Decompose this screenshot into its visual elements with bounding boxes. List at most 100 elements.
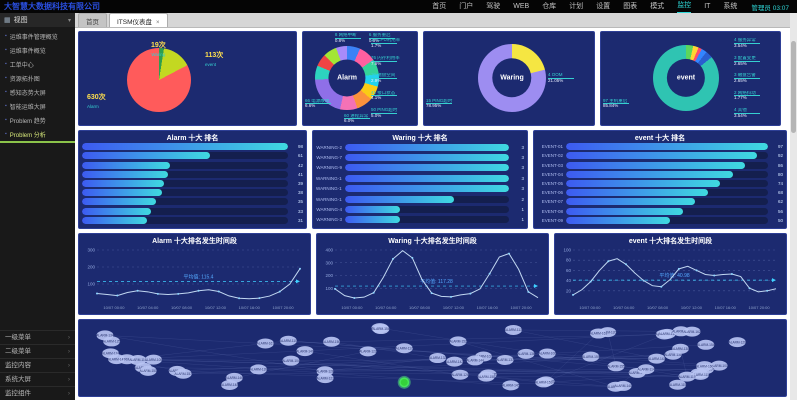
top-menu-item[interactable]: 门户 [459, 3, 474, 10]
donut-callout: 4 OOM 21.05% [548, 73, 592, 83]
pie-label-waring: 19次 Waring [151, 42, 166, 58]
user-badge[interactable]: 管理员 03:07 [751, 4, 789, 12]
sidebar-item-label: 资源拓扑图 [9, 76, 40, 83]
event-bar-chart: EVENT-01 97 EVENT-02 92 EVENT-03 86 EVENT-04 80… [537, 142, 783, 225]
callout-text: 60 进程异常 [344, 113, 369, 118]
sidebar-group[interactable]: 监控内容 › [0, 358, 75, 372]
bar-value: 1 [521, 217, 524, 223]
callout-percent: 4.1% [371, 95, 397, 101]
donut-callout: 60 进程异常 6.0% [344, 113, 371, 124]
top-menu-item[interactable]: IT [704, 3, 711, 10]
alarm-line-chart: 300 200 100 平均值: 115.4 10/07 00:00 10/07 04:0… [81, 245, 308, 312]
bar-value: 50 [777, 217, 783, 223]
alarm-donut: Alarm [315, 46, 379, 110]
callout-text: 8 网络中断 [334, 33, 357, 37]
callout-percent: 3.54% [734, 112, 760, 119]
sidebar-item[interactable]: ▪ 智能运维大屏 [0, 99, 75, 113]
bar-row: WARNING-15 3 [316, 174, 524, 182]
callouts-right: 4 服务异常 3.54% 3 配置变更 2.65% 3 磁盘告警 2.65% 2 网络抖动 1… [734, 35, 778, 122]
bar-row: 39 [82, 179, 303, 187]
close-icon[interactable]: × [156, 20, 160, 26]
top-menu-item[interactable]: 系统 [723, 3, 738, 10]
top-menu-item[interactable]: 图表 [623, 3, 638, 10]
sidebar-item[interactable]: ▪ 运维事件概览 [0, 43, 75, 57]
svg-text:ALARM-158: ALARM-158 [478, 375, 496, 379]
bar-fill [566, 170, 733, 178]
bar-value: 39 [297, 180, 303, 186]
scrollbar-thumb[interactable] [791, 41, 796, 133]
top-menu: 首页 门户 驾驶 WEB 仓库 计划 设置 图表 模式 监控 IT 系统 [432, 0, 738, 14]
callout-percent: 1.7% [371, 43, 397, 49]
bar-fill [566, 198, 696, 206]
svg-text:ALARM-152: ALARM-152 [449, 340, 467, 344]
event-line-chart: 100 80 60 40 20 平均值: 40.98 10/07 00:00 10/07 04… [557, 245, 784, 312]
sidebar-header[interactable]: ▦ 视图 ▾ [0, 13, 75, 27]
svg-text:ALARM-120: ALARM-120 [599, 330, 617, 334]
sidebar-item[interactable]: ▪ 工单中心 [0, 57, 75, 71]
sidebar-item[interactable]: ▪ 感知态势大屏 [0, 85, 75, 99]
svg-text:ALARM-123: ALARM-123 [317, 376, 335, 380]
sidebar-item[interactable]: ▪ Problem 分析 [0, 127, 75, 143]
callout-text: 6 服务重启 [368, 33, 391, 37]
sidebar-group[interactable]: 二级菜单 › [0, 344, 75, 358]
bar-value: 42 [297, 162, 303, 168]
callout-text: 50 PING超时 [371, 108, 398, 113]
svg-text:ALARM-131: ALARM-131 [664, 353, 682, 357]
bar-fill [345, 205, 400, 213]
top-menu-item[interactable]: 仓库 [542, 3, 557, 10]
sidebar-item[interactable]: ▪ 资源拓扑图 [0, 71, 75, 85]
tab-home[interactable]: 首页 [78, 13, 107, 27]
sidebar-group[interactable]: 系统大屏 › [0, 372, 75, 386]
bar-fill [345, 185, 509, 193]
bar-fill [345, 143, 509, 151]
bar-value: 33 [297, 208, 303, 214]
sidebar-item-label: 工单中心 [9, 62, 34, 69]
bar-fill [345, 154, 509, 162]
bar-label: WARNING-12 [316, 196, 342, 202]
sidebar-item[interactable]: ▪ 运维事件管理概览 [0, 29, 75, 43]
top-menu-item[interactable]: 计划 [569, 3, 584, 10]
svg-text:300: 300 [87, 248, 95, 253]
svg-text:200: 200 [325, 273, 333, 278]
callout-percent: 85.84% [603, 103, 629, 109]
top-menu-item[interactable]: 驾驶 [486, 3, 501, 10]
svg-text:ALARM-108: ALARM-108 [628, 371, 646, 375]
bar-track [566, 216, 768, 224]
bar-row: EVENT-01 97 [537, 143, 783, 151]
bar-label: EVENT-08 [541, 208, 563, 214]
bar-track [566, 179, 768, 187]
top-menu-item[interactable]: 设置 [596, 3, 611, 10]
bar-row: EVENT-06 68 [537, 189, 783, 197]
callouts-right: 4 OOM 21.05% [548, 35, 592, 122]
callout-text: 4 OOM [548, 73, 563, 78]
bar-fill [566, 179, 721, 187]
callout-text: 17 CPU利用率 [371, 38, 401, 43]
top-menu-item[interactable]: 监控 [677, 0, 692, 14]
bar-fill [82, 216, 148, 224]
svg-text:ALARM-129: ALARM-129 [729, 340, 747, 344]
bullet-icon: ▪ [5, 103, 7, 109]
svg-text:10/07 16:00: 10/07 16:00 [715, 305, 737, 310]
svg-text:ALARM-147: ALARM-147 [108, 357, 126, 361]
bar-track [82, 198, 288, 206]
svg-text:ALARM-118: ALARM-118 [659, 332, 676, 336]
bar-row: WARNING-2 3 [316, 143, 524, 151]
svg-text:10/07 00:00: 10/07 00:00 [103, 305, 125, 310]
sidebar-item[interactable]: ▪ Problem 趋势 [0, 113, 75, 127]
top-menu-item[interactable]: WEB [513, 3, 530, 10]
svg-text:ALARM-143: ALARM-143 [648, 357, 666, 361]
svg-text:10/07 12:00: 10/07 12:00 [205, 305, 227, 310]
top-menu-item[interactable]: 首页 [432, 3, 447, 10]
callout-text: 2 网络抖动 [734, 90, 756, 95]
line-chart-svg: 300 200 100 平均值: 115.4 10/07 00:00 10/07 04:0… [87, 248, 301, 310]
svg-text:ALARM-101: ALARM-101 [710, 364, 728, 368]
callout-percent: 0.8% [334, 37, 361, 44]
svg-text:ALARM-103: ALARM-103 [118, 357, 136, 361]
sidebar-group[interactable]: 监控组件 › [0, 386, 75, 400]
tab-itsm-dashboard[interactable]: ITSM仪表盘 × [109, 13, 168, 27]
svg-text:ALARM-161: ALARM-161 [257, 342, 275, 346]
sidebar-group[interactable]: 一级菜单 › [0, 330, 75, 344]
bar-track [82, 189, 288, 197]
top-menu-item[interactable]: 模式 [650, 3, 665, 10]
bar-track [345, 195, 509, 203]
